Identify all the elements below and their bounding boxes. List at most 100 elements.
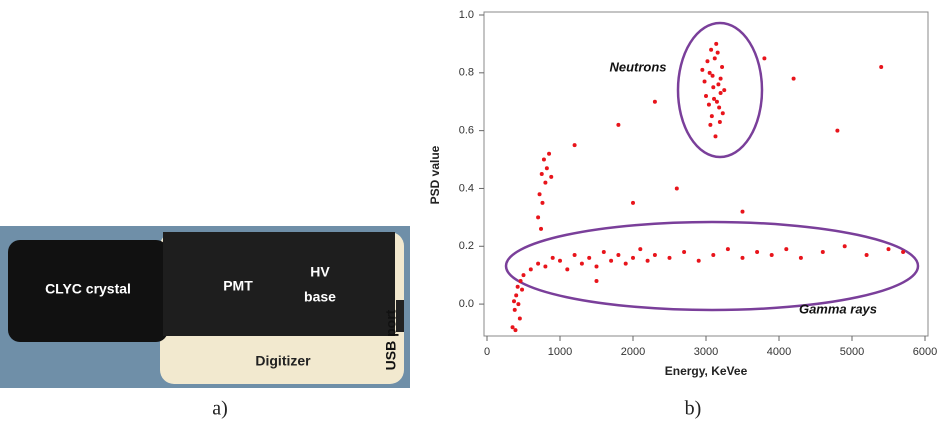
point: [539, 226, 544, 231]
point: [540, 200, 545, 205]
point: [707, 70, 712, 75]
point: [722, 88, 727, 93]
point: [714, 41, 719, 46]
point: [521, 273, 526, 278]
point: [513, 328, 518, 333]
y-tick-label: 0.8: [459, 67, 474, 79]
point: [720, 111, 725, 116]
point: [645, 258, 650, 263]
point: [798, 255, 803, 260]
point: [820, 250, 825, 255]
point: [718, 76, 723, 81]
panel-label: a): [212, 398, 228, 420]
crystal-body: [8, 240, 168, 342]
point: [667, 255, 672, 260]
neutron-ellipse: [676, 21, 764, 159]
point: [517, 316, 522, 321]
x-tick-label: 0: [484, 346, 490, 358]
point: [609, 258, 614, 263]
point: [572, 143, 577, 148]
point: [864, 252, 869, 257]
y-tick-label: 1.0: [459, 9, 474, 21]
digitizer-label: Digitizer: [255, 353, 311, 369]
point: [539, 172, 544, 176]
point: [835, 128, 840, 133]
point: [725, 247, 730, 252]
point: [601, 250, 606, 255]
panel-label: b): [685, 398, 702, 420]
x-tick-label: 6000: [913, 346, 937, 358]
point: [638, 247, 643, 252]
point: [652, 99, 657, 104]
gamma-ellipse: [504, 220, 920, 312]
point: [708, 122, 713, 127]
point: [709, 47, 714, 52]
point: [674, 186, 679, 191]
point: [740, 255, 745, 260]
point: [518, 278, 523, 283]
point: [718, 91, 723, 96]
point: [565, 267, 570, 272]
x-tick-label: 4000: [767, 346, 791, 358]
point: [712, 96, 717, 101]
point: [549, 174, 554, 179]
point: [769, 252, 774, 257]
point: [520, 287, 525, 292]
point: [784, 247, 789, 252]
point: [886, 247, 891, 252]
point: [512, 299, 517, 304]
point: [543, 264, 548, 269]
point: [512, 307, 517, 312]
point: [715, 50, 720, 55]
point: [541, 157, 546, 162]
point: [740, 209, 745, 214]
point: [711, 85, 716, 90]
x-tick-label: 1000: [548, 346, 572, 358]
point: [536, 215, 541, 220]
x-tick-label: 3000: [694, 346, 718, 358]
point: [558, 258, 562, 263]
photo: CLYC crystal PMT HV base Digitizer USB p…: [0, 226, 410, 388]
point: [652, 252, 657, 257]
point: [842, 244, 847, 249]
point: [791, 76, 796, 81]
point: [714, 99, 719, 104]
point: [616, 122, 621, 127]
point: [755, 250, 760, 255]
y-tick-label: 0.2: [459, 240, 474, 252]
point: [616, 252, 621, 257]
point: [716, 82, 721, 87]
point: [594, 278, 599, 283]
x-axis-label: Energy, KeVee: [665, 364, 748, 378]
point: [537, 192, 542, 197]
crystal-label: CLYC crystal: [45, 281, 131, 297]
point: [705, 59, 710, 64]
point: [720, 65, 725, 70]
point: [712, 56, 717, 61]
point: [704, 93, 708, 98]
hv-label: HV: [310, 264, 330, 280]
chart: 0 1000 2000 3000 4000 5000 6000 0.0 0.2 0.4 0.6 0.8…: [428, 9, 937, 378]
point: [516, 302, 521, 307]
usb-label: USB port: [383, 309, 399, 370]
point: [550, 255, 555, 260]
point: [572, 252, 577, 257]
point: [713, 134, 718, 139]
point: [717, 119, 722, 124]
point: [762, 56, 767, 61]
point: [631, 200, 635, 205]
point: [709, 114, 714, 119]
y-axis-label: PSD value: [428, 145, 442, 204]
point: [702, 79, 707, 84]
point: [717, 105, 722, 110]
usb-port: [396, 300, 404, 332]
point: [544, 166, 549, 171]
point: [547, 151, 552, 156]
point: [587, 255, 592, 260]
point: [682, 250, 687, 255]
point: [700, 67, 705, 72]
point: [631, 255, 635, 260]
point: [623, 261, 628, 266]
annotation: Neutrons: [609, 59, 666, 74]
